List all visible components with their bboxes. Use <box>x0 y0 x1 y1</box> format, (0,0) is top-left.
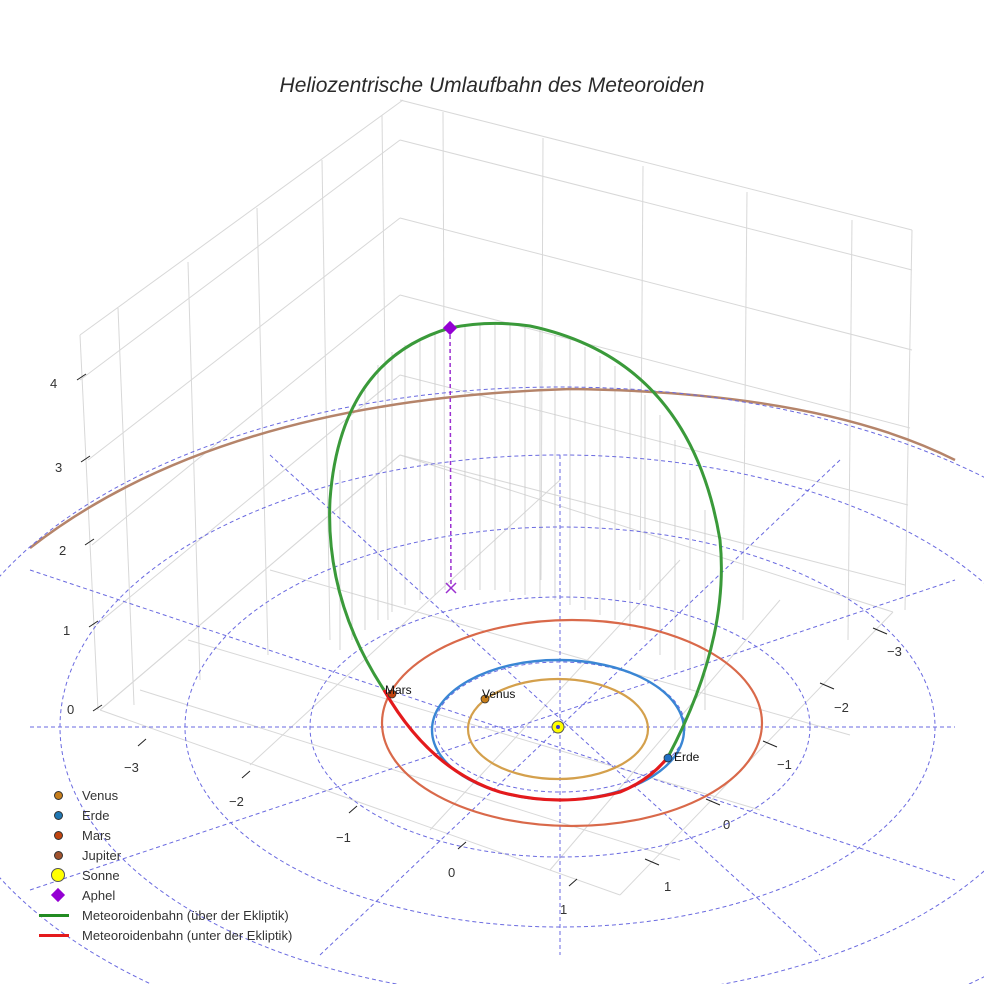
ecliptic-reference-grid <box>0 386 984 984</box>
jupiter-orbit <box>29 387 956 549</box>
x-axis <box>137 738 578 887</box>
legend-item-erde[interactable]: Erde <box>38 805 292 825</box>
legend-item-orbit-below[interactable]: Meteoroidenbahn (unter der Ekliptik) <box>38 925 292 945</box>
sun-dot-icon <box>38 865 78 885</box>
y-axis <box>644 627 888 866</box>
green-line-icon <box>38 905 78 925</box>
x-tick-1: 1 <box>560 902 567 917</box>
mars-dot-icon <box>38 825 78 845</box>
z-tick-4: 4 <box>50 376 57 391</box>
legend-item-sonne[interactable]: Sonne <box>38 865 292 885</box>
grid-back-wall <box>79 99 913 896</box>
y-tick-0: 0 <box>723 817 730 832</box>
aphel-marker-icon[interactable] <box>442 320 458 336</box>
y-tick-neg1: −1 <box>777 757 792 772</box>
orbit-drop-lines <box>339 324 706 710</box>
earth-label: Erde <box>674 750 700 764</box>
legend-item-jupiter[interactable]: Jupiter <box>38 845 292 865</box>
z-tick-1: 1 <box>63 623 70 638</box>
mars-label: Mars <box>385 683 412 697</box>
legend: Venus Erde Mars Jupiter Sonne Aphel Mete… <box>38 785 292 945</box>
z-tick-2: 2 <box>59 543 66 558</box>
venus-label: Venus <box>482 687 515 701</box>
meteoroid-orbit-below <box>382 689 670 802</box>
aphel-projection-x-icon <box>445 582 457 594</box>
z-tick-0: 0 <box>67 702 74 717</box>
z-axis <box>76 373 103 712</box>
y-tick-neg2: −2 <box>834 700 849 715</box>
earth-dot-icon <box>38 805 78 825</box>
chart-title: Heliozentrische Umlaufbahn des Meteoroid… <box>279 74 705 97</box>
z-tick-3: 3 <box>55 460 62 475</box>
earth-marker[interactable] <box>663 753 673 763</box>
y-tick-1: 1 <box>664 879 671 894</box>
jupiter-dot-icon <box>38 845 78 865</box>
x-tick-neg3: −3 <box>124 760 139 775</box>
venus-orbit <box>466 677 650 781</box>
mars-orbit <box>380 618 764 828</box>
venus-marker[interactable] <box>480 694 490 704</box>
sun-center-icon <box>556 725 560 729</box>
x-tick-0: 0 <box>448 865 455 880</box>
aphel-drop-line <box>449 327 452 589</box>
diamond-icon <box>38 885 78 905</box>
meteoroid-orbit-above <box>328 321 723 758</box>
venus-dot-icon <box>38 785 78 805</box>
red-line-icon <box>38 925 78 945</box>
legend-item-mars[interactable]: Mars <box>38 825 292 845</box>
x-tick-neg2: −2 <box>229 794 244 809</box>
legend-item-aphel[interactable]: Aphel <box>38 885 292 905</box>
legend-item-orbit-above[interactable]: Meteoroidenbahn (über der Ekliptik) <box>38 905 292 925</box>
x-tick-neg1: −1 <box>336 830 351 845</box>
legend-item-venus[interactable]: Venus <box>38 785 292 805</box>
mars-marker[interactable] <box>387 689 397 699</box>
y-tick-neg3: −3 <box>887 644 902 659</box>
